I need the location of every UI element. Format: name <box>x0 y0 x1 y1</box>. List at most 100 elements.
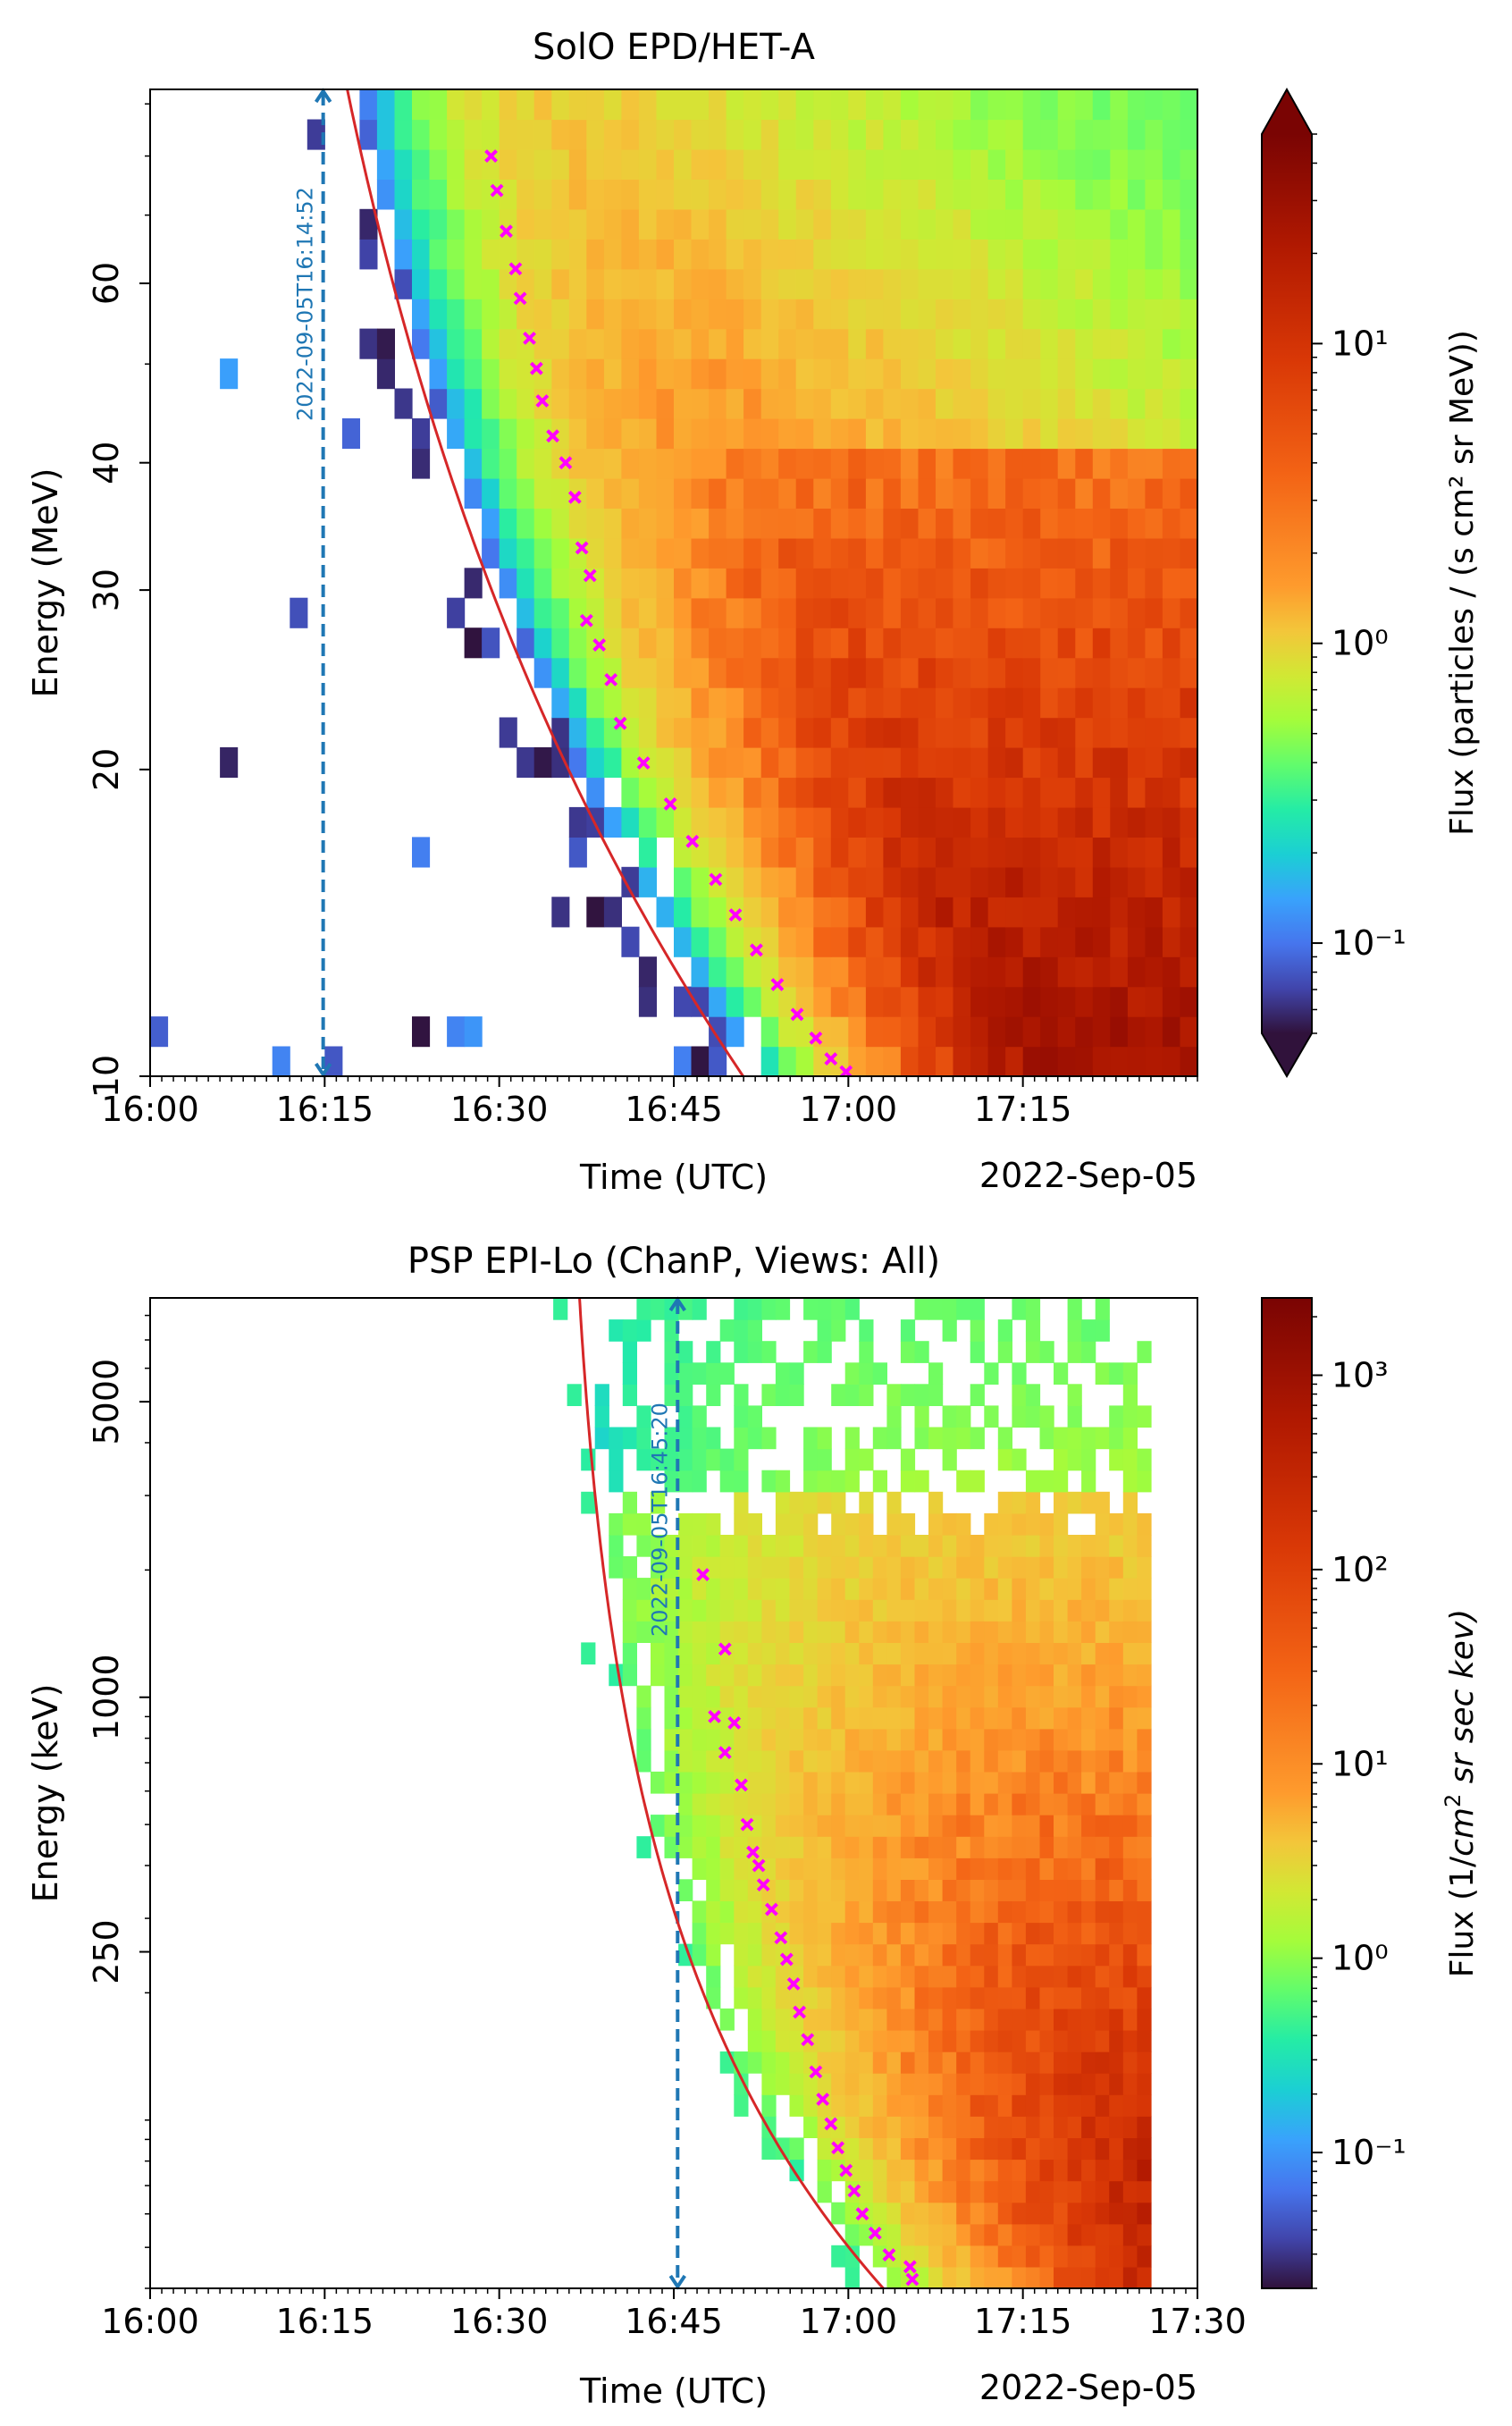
heatmap-cell <box>706 1512 721 1536</box>
heatmap-cell <box>603 89 622 121</box>
heatmap-cell <box>831 1965 846 1988</box>
heatmap-cell <box>900 1749 916 1773</box>
heatmap-cell <box>726 986 744 1017</box>
heatmap-cell <box>997 2159 1012 2182</box>
heatmap-cell <box>803 1685 819 1708</box>
heatmap-cell <box>743 358 762 390</box>
panel1-title: SolO EPD/HET-A <box>533 27 816 68</box>
heatmap-cell <box>813 448 832 479</box>
heatmap-cell <box>726 568 744 599</box>
heatmap-cell <box>1057 717 1076 748</box>
heatmap-cell <box>1005 358 1024 390</box>
heatmap-cell <box>970 897 989 928</box>
heatmap-cell <box>1145 926 1163 957</box>
heatmap-cell <box>1137 1793 1152 1815</box>
heatmap-cell <box>844 1599 860 1622</box>
heatmap-cell <box>813 148 832 180</box>
heatmap-cell <box>1067 1943 1082 1967</box>
heatmap-cell <box>706 1556 721 1579</box>
heatmap-cell <box>499 537 517 569</box>
onset-point <box>750 943 763 957</box>
heatmap-cell <box>970 268 989 299</box>
heatmap-cell <box>942 2073 957 2095</box>
heatmap-cell <box>691 239 710 270</box>
heatmap-cell <box>760 1016 779 1048</box>
heatmap-cell <box>803 1298 819 1320</box>
heatmap-cell <box>817 1986 832 2009</box>
heatmap-cell <box>918 747 937 779</box>
heatmap-cell <box>1057 299 1076 330</box>
heatmap-cell <box>970 657 989 688</box>
heatmap-cell <box>865 328 884 359</box>
heatmap-cell <box>942 1405 957 1428</box>
heatmap-cell <box>953 866 971 897</box>
heatmap-cell <box>1095 1664 1110 1687</box>
heatmap-cell <box>1075 477 1094 509</box>
heatmap-cell <box>1109 1857 1124 1880</box>
heatmap-cell <box>844 2245 860 2268</box>
heatmap-cell <box>984 1922 999 1945</box>
heatmap-cell <box>734 1900 749 1924</box>
heatmap-cell <box>914 1879 929 1901</box>
heatmap-cell <box>692 1405 707 1428</box>
heatmap-cell <box>760 388 779 419</box>
heatmap-cell <box>795 837 814 868</box>
heatmap-cell <box>651 1815 666 1837</box>
heatmap-cell <box>775 1384 791 1406</box>
heatmap-cell <box>622 1491 637 1514</box>
heatmap-cell <box>789 1879 804 1901</box>
heatmap-cell <box>568 568 587 599</box>
onset-point <box>718 1642 732 1656</box>
heatmap-cell <box>1145 418 1163 450</box>
heatmap-cell <box>883 418 902 450</box>
heatmap-cell <box>691 1046 710 1076</box>
heatmap-cell <box>936 328 954 359</box>
heatmap-cell <box>1162 358 1180 390</box>
heatmap-cell <box>970 239 989 270</box>
heatmap-cell <box>1122 2180 1138 2203</box>
heatmap-cell <box>803 1836 819 1858</box>
heatmap-cell <box>1110 388 1129 419</box>
heatmap-cell <box>464 179 483 210</box>
heatmap-cell <box>953 328 971 359</box>
heatmap-cell <box>956 2008 971 2031</box>
panel2-ylabel: Energy (keV) <box>26 1684 65 1903</box>
heatmap-cell <box>1092 299 1111 330</box>
heatmap-cell <box>621 866 640 897</box>
heatmap-cell <box>1137 1922 1152 1945</box>
panel1-heatmap <box>150 89 1197 1076</box>
heatmap-cell <box>1025 1599 1041 1622</box>
heatmap-cell <box>859 1965 874 1988</box>
heatmap-cell <box>726 956 744 988</box>
heatmap-cell <box>691 148 710 180</box>
heatmap-cell <box>997 1879 1012 1901</box>
heatmap-cell <box>865 687 884 719</box>
heatmap-cell <box>942 2116 957 2138</box>
heatmap-cell <box>1025 2202 1041 2225</box>
heatmap-cell <box>638 837 657 868</box>
heatmap-cell <box>886 1664 902 1687</box>
heatmap-cell <box>636 1836 651 1858</box>
heatmap-cell <box>900 1642 916 1665</box>
heatmap-cell <box>859 1986 874 2009</box>
heatmap-cell <box>886 1857 902 1880</box>
heatmap-cell <box>813 568 832 599</box>
heatmap-cell <box>859 2180 874 2203</box>
heatmap-cell <box>1127 537 1146 569</box>
panel1-xlabel: Time (UTC) <box>579 1158 768 1197</box>
heatmap-cell <box>872 1836 887 1858</box>
heatmap-cell <box>817 1470 832 1493</box>
heatmap-cell <box>656 388 675 419</box>
heatmap-cell <box>1110 837 1129 868</box>
heatmap-cell <box>551 508 570 539</box>
heatmap-cell <box>1067 1728 1082 1751</box>
heatmap-cell <box>928 2266 944 2288</box>
heatmap-cell <box>918 208 937 240</box>
panel1-colorbar-label: Flux (particles / (s cm² sr MeV)) <box>1444 330 1481 836</box>
heatmap-cell <box>859 1728 874 1751</box>
heatmap-cell <box>970 358 989 390</box>
heatmap-cell <box>734 2094 749 2117</box>
heatmap-cell <box>638 208 657 240</box>
heatmap-cell <box>970 1556 985 1579</box>
heatmap-cell <box>1110 687 1129 719</box>
